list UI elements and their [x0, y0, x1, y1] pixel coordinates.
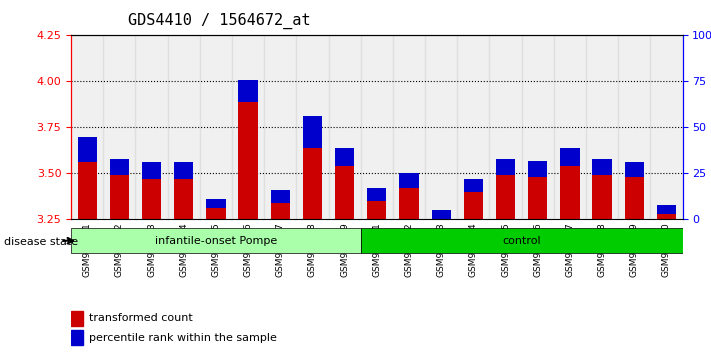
- FancyBboxPatch shape: [360, 228, 683, 253]
- Bar: [400, 173, 419, 188]
- Text: percentile rank within the sample: percentile rank within the sample: [90, 332, 277, 343]
- Bar: [232, 35, 264, 219]
- Bar: [200, 35, 232, 219]
- Bar: [651, 35, 683, 219]
- Bar: [625, 162, 644, 177]
- Bar: [296, 35, 328, 219]
- Bar: [457, 35, 489, 219]
- Bar: [657, 205, 676, 219]
- Bar: [464, 179, 483, 192]
- Bar: [425, 35, 457, 219]
- Bar: [432, 210, 451, 221]
- Bar: [560, 148, 579, 219]
- Bar: [528, 161, 547, 177]
- Bar: [560, 148, 579, 166]
- Bar: [174, 162, 193, 179]
- Bar: [400, 173, 419, 219]
- Bar: [238, 80, 258, 102]
- Bar: [303, 116, 322, 219]
- Bar: [367, 188, 387, 201]
- Bar: [71, 35, 103, 219]
- Bar: [586, 35, 618, 219]
- Bar: [618, 35, 651, 219]
- Bar: [109, 159, 129, 175]
- Bar: [77, 137, 97, 219]
- Bar: [206, 199, 225, 219]
- Bar: [174, 162, 193, 219]
- Text: transformed count: transformed count: [90, 313, 193, 324]
- Text: disease state: disease state: [4, 238, 77, 247]
- Bar: [522, 35, 554, 219]
- Bar: [592, 159, 611, 219]
- Text: control: control: [503, 236, 541, 246]
- Bar: [464, 179, 483, 219]
- Bar: [335, 148, 354, 166]
- Bar: [271, 190, 290, 219]
- FancyBboxPatch shape: [71, 228, 360, 253]
- Bar: [238, 80, 258, 219]
- Bar: [168, 35, 200, 219]
- Text: infantile-onset Pompe: infantile-onset Pompe: [155, 236, 277, 246]
- Bar: [335, 148, 354, 219]
- Bar: [103, 35, 136, 219]
- Bar: [367, 188, 387, 219]
- Bar: [303, 116, 322, 148]
- Bar: [71, 330, 83, 345]
- Bar: [496, 159, 515, 219]
- Text: GDS4410 / 1564672_at: GDS4410 / 1564672_at: [128, 13, 311, 29]
- Bar: [528, 161, 547, 219]
- Bar: [77, 137, 97, 162]
- Bar: [592, 159, 611, 175]
- Bar: [142, 162, 161, 219]
- Bar: [271, 190, 290, 203]
- Bar: [489, 35, 522, 219]
- Bar: [206, 199, 225, 209]
- Bar: [136, 35, 168, 219]
- Bar: [393, 35, 425, 219]
- Bar: [360, 35, 393, 219]
- Bar: [109, 159, 129, 219]
- Bar: [432, 210, 451, 219]
- Bar: [328, 35, 360, 219]
- Bar: [142, 162, 161, 179]
- Bar: [71, 311, 83, 326]
- Bar: [657, 205, 676, 214]
- Bar: [264, 35, 296, 219]
- Bar: [625, 162, 644, 219]
- Bar: [554, 35, 586, 219]
- Bar: [496, 159, 515, 175]
